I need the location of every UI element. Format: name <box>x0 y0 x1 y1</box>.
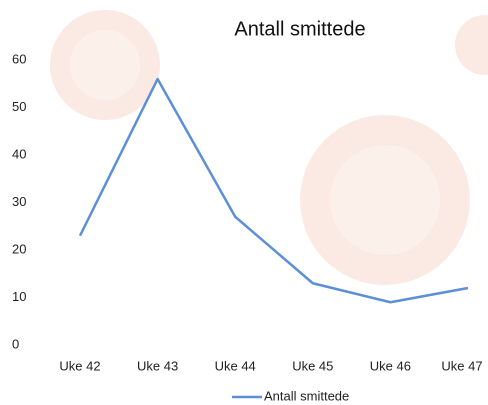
x-tick-label: Uke 43 <box>137 358 178 373</box>
x-tick-label: Uke 45 <box>292 358 333 373</box>
y-tick-label: 10 <box>12 289 26 304</box>
x-tick-label: Uke 44 <box>215 358 256 373</box>
y-tick-label: 40 <box>12 146 26 161</box>
background-decoration <box>50 10 488 285</box>
legend-label: Antall smittede <box>264 388 349 403</box>
x-tick-label: Uke 46 <box>370 358 411 373</box>
y-tick-label: 0 <box>12 336 19 351</box>
x-tick-label: Uke 42 <box>59 358 100 373</box>
y-tick-label: 60 <box>12 51 26 66</box>
y-tick-label: 30 <box>12 194 26 209</box>
y-tick-label: 50 <box>12 99 26 114</box>
x-tick-label: Uke 47 <box>441 358 482 373</box>
y-tick-label: 20 <box>12 241 26 256</box>
chart-title: Antall smittede <box>234 18 365 40</box>
data-line <box>78 77 469 304</box>
